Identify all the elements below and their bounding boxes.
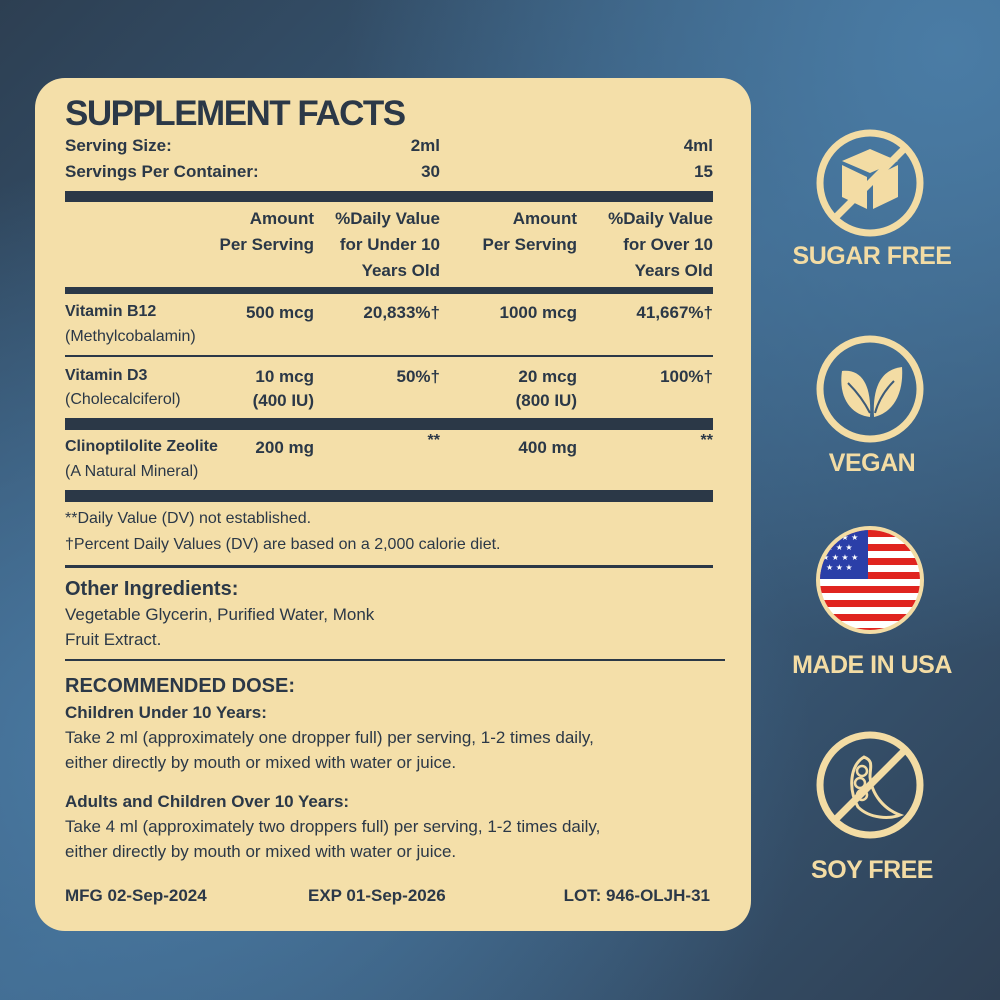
footnote: **Daily Value (DV) not established.	[65, 510, 312, 527]
amount-adult: 1000 mcg	[499, 303, 578, 322]
header-amount-adult-1: Amount	[512, 209, 577, 228]
adults-dose-text: either directly by mouth or mixed with w…	[65, 842, 457, 861]
amount-child: 10 mcg	[255, 367, 314, 386]
other-ingredients-heading: Other Ingredients:	[65, 578, 239, 600]
amount-child: 500 mcg	[245, 303, 314, 322]
badge-label: VEGAN	[828, 449, 916, 477]
divider-thick	[65, 418, 713, 430]
header-amount-adult-2: Per Serving	[482, 235, 578, 254]
soybean-crossed-icon	[816, 731, 924, 839]
badge-label: MADE IN USA	[792, 651, 952, 679]
divider-medium	[65, 287, 713, 294]
serving-size-child: 2ml	[410, 136, 440, 155]
amount-adult-sub: (800 IU)	[515, 391, 577, 410]
svg-text:★ ★ ★: ★ ★ ★	[826, 543, 853, 552]
servings-per-container-adult: 15	[694, 162, 713, 181]
header-dv-child-3: Years Old	[361, 261, 440, 280]
divider	[65, 659, 725, 661]
svg-text:★ ★ ★: ★ ★ ★	[826, 563, 853, 572]
divider-thick	[65, 490, 713, 502]
header-amount-child-1: Amount	[249, 209, 314, 228]
children-dose-text: Take 2 ml (approximately one dropper ful…	[65, 728, 594, 747]
page-title: SUPPLEMENT FACTS	[65, 94, 406, 133]
amount-adult: 20 mcg	[518, 367, 577, 386]
servings-per-container-label: Servings Per Container:	[65, 162, 259, 181]
mfg-date: MFG 02-Sep-2024	[65, 886, 207, 905]
amount-child-sub: (400 IU)	[252, 391, 314, 410]
nutrient-sub: (Cholecalciferol)	[65, 391, 181, 408]
header-dv-child-2: for Under 10	[339, 235, 440, 254]
dv-adult: 41,667%†	[636, 303, 713, 322]
footnote: †Percent Daily Values (DV) are based on …	[65, 536, 501, 553]
amount-child: 200 mg	[255, 438, 314, 457]
serving-size-adult: 4ml	[683, 136, 713, 155]
lot-number: LOT: 946-OLJH-31	[563, 886, 710, 905]
badge-label: SUGAR FREE	[792, 242, 952, 270]
nutrient-sub: (Methylcobalamin)	[65, 328, 196, 345]
leaves-icon	[816, 335, 924, 443]
header-amount-child-2: Per Serving	[219, 235, 315, 254]
dv-child: **	[427, 432, 440, 449]
nutrient-name: Clinoptilolite Zeolite	[65, 438, 218, 455]
header-dv-adult-2: for Over 10	[623, 235, 713, 254]
serving-size-label: Serving Size:	[65, 136, 172, 155]
adults-dose-heading: Adults and Children Over 10 Years:	[65, 792, 350, 811]
divider	[65, 565, 713, 568]
dv-adult: **	[700, 432, 713, 449]
nutrient-name: Vitamin B12	[65, 303, 157, 320]
exp-date: EXP 01-Sep-2026	[308, 886, 446, 905]
dv-adult: 100%†	[660, 367, 713, 386]
svg-text:★ ★ ★ ★: ★ ★ ★ ★	[822, 553, 858, 562]
other-ingredients-text: Vegetable Glycerin, Purified Water, Monk	[65, 605, 375, 624]
children-dose-heading: Children Under 10 Years:	[65, 703, 267, 722]
children-dose-text: either directly by mouth or mixed with w…	[65, 753, 457, 772]
dv-child: 50%†	[396, 367, 440, 386]
dv-child: 20,833%†	[363, 303, 440, 322]
adults-dose-text: Take 4 ml (approximately two droppers fu…	[65, 817, 601, 836]
us-flag-icon: ★ ★ ★ ★★ ★ ★ ★ ★ ★ ★★ ★ ★	[816, 526, 924, 634]
supplement-facts-panel	[35, 78, 751, 931]
nutrient-name: Vitamin D3	[65, 367, 148, 384]
header-dv-adult-3: Years Old	[634, 261, 713, 280]
recommended-dose-heading: RECOMMENDED DOSE:	[65, 675, 296, 697]
other-ingredients-text: Fruit Extract.	[65, 630, 162, 649]
divider-thin	[65, 355, 713, 357]
header-dv-child-1: %Daily Value	[335, 209, 440, 228]
servings-per-container-child: 30	[421, 162, 440, 181]
header-dv-adult-1: %Daily Value	[608, 209, 713, 228]
amount-adult: 400 mg	[518, 438, 577, 457]
nutrient-sub: (A Natural Mineral)	[65, 463, 199, 480]
badge-label: SOY FREE	[811, 856, 933, 884]
divider-thick	[65, 191, 713, 202]
sugar-cube-crossed-icon	[816, 129, 924, 237]
